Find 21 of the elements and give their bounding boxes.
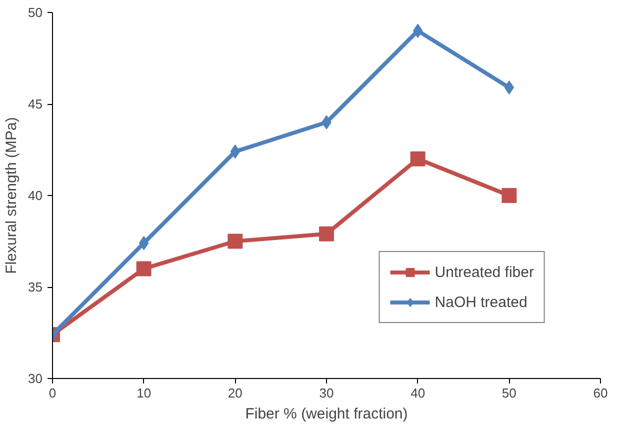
x-tick-label: 50 xyxy=(502,386,516,400)
x-tick-label: 60 xyxy=(593,386,608,400)
point xyxy=(228,234,243,249)
x-tick-label: 10 xyxy=(136,386,152,400)
x-tick-label: 0 xyxy=(48,386,56,400)
point xyxy=(502,188,517,203)
y-tick-label: 30 xyxy=(28,371,43,386)
y-tick-label: 50 xyxy=(28,5,43,20)
point xyxy=(410,151,426,166)
x-tick-label: 20 xyxy=(228,386,242,400)
x-tick-label: 30 xyxy=(319,386,334,400)
y-axis-title: Flexural strength (MPa) xyxy=(3,117,20,274)
x-axis-title: Fiber % (weight fraction) xyxy=(245,406,408,422)
y-tick-label: 45 xyxy=(28,96,43,112)
legend-label: NaOH treated xyxy=(434,294,528,310)
legend-label: Untreated fiber xyxy=(434,264,534,280)
point xyxy=(136,261,152,276)
x-tick-label: 40 xyxy=(410,386,426,400)
y-tick-label: 35 xyxy=(28,280,43,294)
y-tick-label: 40 xyxy=(28,188,43,203)
point xyxy=(319,226,334,242)
